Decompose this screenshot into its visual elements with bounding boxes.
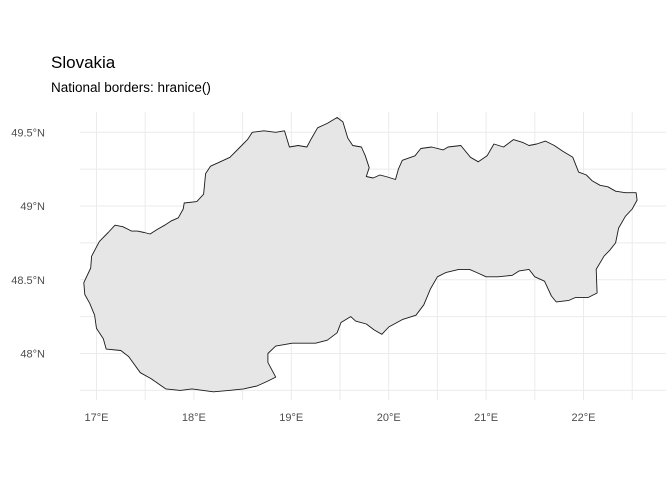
longitude-tick-label: 20°E [377,412,401,424]
latitude-ticks: 49.5°N 49°N 48.5°N 48°N [11,127,45,360]
longitude-tick-label: 18°E [182,412,206,424]
longitude-tick-label: 21°E [474,412,498,424]
latitude-tick-label: 48.5°N [11,275,45,287]
longitude-tick-label: 17°E [85,412,109,424]
map-title: Slovakia [51,53,116,72]
longitude-ticks: 17°E 18°E 19°E 20°E 21°E 22°E [85,412,596,424]
latitude-tick-label: 49°N [20,201,45,213]
latitude-tick-label: 48°N [20,349,45,361]
longitude-tick-label: 22°E [572,412,596,424]
slovakia-border-polygon [83,117,638,393]
latitude-tick-label: 49.5°N [11,127,45,139]
longitude-tick-label: 19°E [279,412,303,424]
map-subtitle: National borders: hranice() [51,80,211,95]
